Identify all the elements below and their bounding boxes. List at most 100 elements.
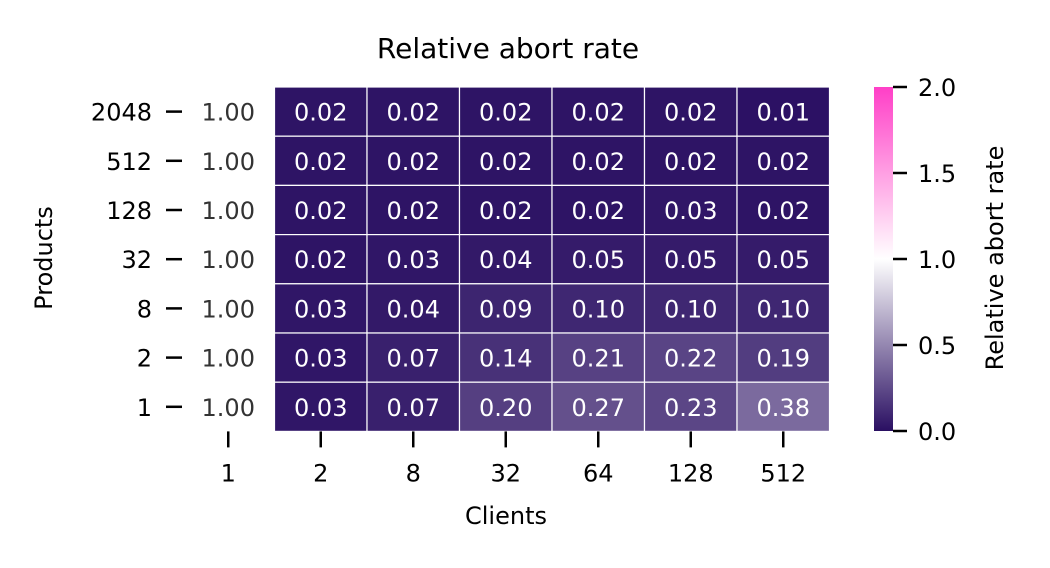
x-tick-label: 32 — [490, 459, 521, 487]
cell-value-label: 0.20 — [479, 394, 532, 422]
heatmap-cell — [458, 86, 553, 137]
x-axis-label: Clients — [465, 502, 547, 530]
cell-value-label: 0.02 — [572, 148, 625, 176]
cell-value-label: 1.00 — [202, 394, 255, 422]
cell-value-label: 0.03 — [294, 394, 347, 422]
colorbar-tick-label: 1.5 — [918, 160, 956, 188]
heatmap-cell — [273, 184, 368, 236]
cell-value-label: 0.02 — [387, 197, 440, 225]
cell-value-label: 0.02 — [387, 148, 440, 176]
y-axis: 2048 512 128 32 8 2 1 — [91, 99, 182, 422]
cell-value-label: 0.03 — [664, 197, 717, 225]
heatmap-cell — [273, 135, 368, 186]
heatmap-cell — [551, 381, 646, 433]
heatmap-cell — [458, 184, 553, 236]
cell-value-label: 0.10 — [664, 295, 717, 323]
cell-value-label: 0.02 — [294, 99, 347, 127]
cell-value-label: 0.02 — [479, 197, 532, 225]
cell-value-label: 0.27 — [572, 394, 625, 422]
cell-value-label: 1.00 — [202, 197, 255, 225]
cell-value-label: 0.02 — [757, 197, 810, 225]
heatmap-cell — [366, 332, 461, 383]
cell-value-label: 0.05 — [757, 246, 810, 274]
cell-value-label: 1.00 — [202, 345, 255, 373]
cell-value-label: 0.02 — [572, 197, 625, 225]
heatmap-cell — [736, 332, 831, 383]
colorbar-tick-label: 0.5 — [918, 332, 956, 360]
heatmap-cell — [551, 234, 646, 285]
cell-value-label: 1.00 — [202, 148, 255, 176]
heatmap-cell-labels: 1.00 0.02 0.02 0.02 0.02 0.02 0.01 1.00 0.02 0.02… — [202, 99, 810, 422]
colorbar-tick-label: 2.0 — [918, 74, 956, 102]
cell-value-label: 0.10 — [757, 295, 810, 323]
cell-value-label: 0.02 — [664, 148, 717, 176]
heatmap-cell — [182, 185, 275, 235]
heatmap-cell — [182, 136, 275, 186]
cell-value-label: 0.07 — [387, 394, 440, 422]
cell-value-label: 0.02 — [294, 148, 347, 176]
cell-value-label: 0.02 — [479, 99, 532, 127]
heatmap-cell — [643, 332, 738, 383]
heatmap-cell — [736, 184, 831, 236]
cell-value-label: 0.02 — [387, 99, 440, 127]
x-tick-label: 1 — [221, 459, 236, 487]
heatmap-cell — [551, 184, 646, 236]
heatmap-cell — [643, 381, 738, 433]
heatmap-cell — [643, 184, 738, 236]
y-axis-label: Products — [30, 206, 58, 310]
cell-value-label: 0.03 — [387, 246, 440, 274]
heatmap-cell — [182, 234, 275, 284]
colorbar-label: Relative abort rate — [981, 146, 1009, 371]
heatmap-cell — [736, 381, 831, 433]
heatmap-cell — [273, 381, 368, 433]
cell-value-label: 0.02 — [294, 197, 347, 225]
cell-value-label: 0.19 — [757, 345, 810, 373]
heatmap-cell — [182, 87, 275, 137]
cell-value-label: 1.00 — [202, 246, 255, 274]
heatmap-cell — [736, 135, 831, 186]
heatmap-cell — [273, 332, 368, 383]
heatmap-cell — [366, 135, 461, 186]
heatmap-cell — [643, 135, 738, 186]
colorbar — [874, 87, 893, 431]
heatmap-cell — [366, 234, 461, 285]
cell-value-label: 0.09 — [479, 295, 532, 323]
heatmap-cell — [551, 135, 646, 186]
y-tick-label: 8 — [137, 295, 152, 323]
cell-value-label: 0.02 — [479, 148, 532, 176]
y-tick-label: 2 — [137, 345, 152, 373]
y-tick-label: 1 — [137, 394, 152, 422]
cell-value-label: 0.03 — [294, 295, 347, 323]
cell-value-label: 0.02 — [664, 99, 717, 127]
cell-value-label: 0.23 — [664, 394, 717, 422]
heatmap-cell — [273, 86, 368, 137]
heatmap-cell — [551, 283, 646, 334]
heatmap-cell — [182, 333, 275, 383]
cell-value-label: 0.22 — [664, 345, 717, 373]
cell-value-label: 0.03 — [294, 345, 347, 373]
y-tick-label: 128 — [106, 197, 152, 225]
cell-value-label: 0.02 — [572, 99, 625, 127]
y-tick-label: 512 — [106, 148, 152, 176]
y-tick-label: 2048 — [91, 99, 152, 127]
x-tick-label: 64 — [583, 459, 614, 487]
cell-value-label: 0.05 — [572, 246, 625, 274]
colorbar-tick-label: 0.0 — [918, 418, 956, 446]
colorbar-tick-label: 1.0 — [918, 246, 956, 274]
heatmap-cell — [736, 234, 831, 285]
x-tick-label: 128 — [668, 459, 714, 487]
cell-value-label: 0.04 — [387, 295, 440, 323]
cell-value-label: 0.05 — [664, 246, 717, 274]
cell-value-label: 0.07 — [387, 345, 440, 373]
cell-value-label: 0.04 — [479, 246, 532, 274]
heatmap-cell — [182, 283, 275, 333]
cell-value-label: 0.21 — [572, 345, 625, 373]
cell-value-label: 0.01 — [757, 99, 810, 127]
heatmap-cell — [182, 382, 275, 432]
cell-value-label: 0.38 — [757, 394, 810, 422]
cell-value-label: 0.10 — [572, 295, 625, 323]
heatmap-cell — [366, 86, 461, 137]
x-tick-label: 512 — [760, 459, 806, 487]
